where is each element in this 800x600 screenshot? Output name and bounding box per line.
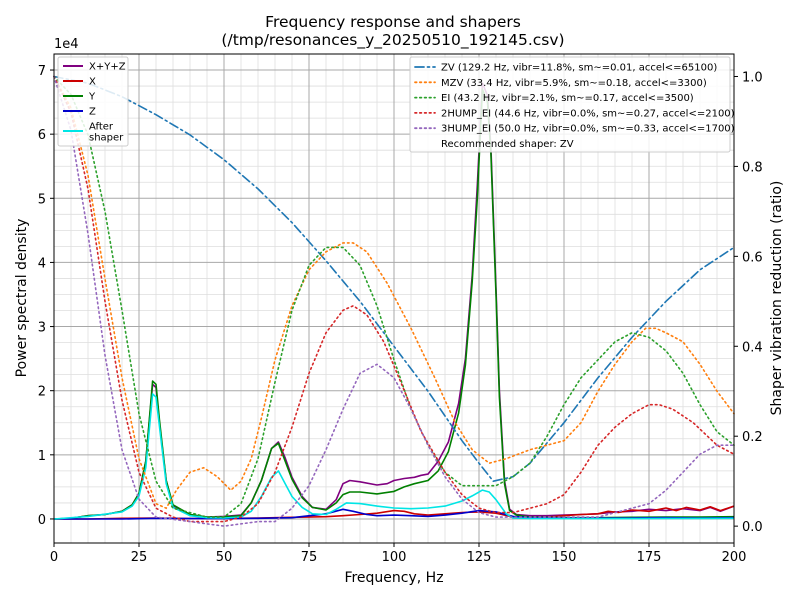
psd-legend-label: Z bbox=[89, 107, 96, 118]
psd-legend-label: X bbox=[89, 77, 96, 88]
psd-legend-label: shaper bbox=[89, 133, 124, 144]
shaper-series-line bbox=[53, 75, 735, 510]
psd-series-line bbox=[53, 88, 735, 520]
shaper-series-line bbox=[53, 75, 735, 518]
shaper-legend-label: ZV (129.2 Hz, vibr=11.8%, sm~=0.01, acce… bbox=[441, 63, 717, 74]
y-tick-label: 6 bbox=[38, 128, 46, 143]
recommended-shaper-note: Recommended shaper: ZV bbox=[441, 139, 574, 150]
chart-subtitle: (/tmp/resonances_y_20250510_192145.csv) bbox=[221, 31, 564, 50]
x-tick-label: 75 bbox=[301, 550, 318, 565]
x-tick-label: 125 bbox=[467, 550, 492, 565]
x-tick-label: 100 bbox=[382, 550, 407, 565]
shaper-legend-box bbox=[409, 56, 731, 153]
chart-title: Frequency response and shapers bbox=[265, 13, 521, 31]
y2-tick-label: 0.6 bbox=[742, 250, 763, 265]
x-tick-label: 25 bbox=[131, 550, 148, 565]
x-tick-label: 150 bbox=[552, 550, 577, 565]
shaper-series-line bbox=[53, 75, 735, 483]
shaper-series-line bbox=[53, 75, 735, 527]
psd-legend-box bbox=[57, 56, 129, 147]
y2-tick-label: 0.8 bbox=[742, 160, 763, 175]
shaper-legend: ZV (129.2 Hz, vibr=11.8%, sm~=0.01, acce… bbox=[409, 56, 735, 153]
x-tick-label: 175 bbox=[637, 550, 662, 565]
y-tick-label: 5 bbox=[38, 192, 46, 207]
plot-area bbox=[53, 75, 735, 527]
axes: 0 25 50 75 100 125 150 175 200 0 1 2 3 4 5 6 7 0.0 0.2 0.4 0… bbox=[38, 64, 763, 565]
x-tick-label: 200 bbox=[722, 550, 747, 565]
psd-legend-label: X+Y+Z bbox=[89, 62, 126, 73]
y-tick-label: 0 bbox=[38, 513, 46, 528]
psd-legend-label: Y bbox=[88, 92, 96, 103]
x-tick-label: 50 bbox=[216, 550, 233, 565]
shaper-legend-label: 3HUMP_EI (50.0 Hz, vibr=0.0%, sm~=0.33, … bbox=[441, 124, 735, 135]
y2-axis-label: Shaper vibration reduction (ratio) bbox=[769, 181, 785, 416]
y-tick-label: 1 bbox=[38, 449, 46, 464]
x-tick-label: 0 bbox=[50, 550, 58, 565]
shaper-legend-label: MZV (33.4 Hz, vibr=5.9%, sm~=0.18, accel… bbox=[441, 78, 707, 89]
y-axis-label: Power spectral density bbox=[14, 219, 30, 378]
shaper-legend-label: EI (43.2 Hz, vibr=2.1%, sm~=0.17, accel<… bbox=[441, 93, 694, 104]
y-tick-label: 3 bbox=[38, 321, 46, 336]
psd-legend-label: After bbox=[89, 122, 114, 133]
x-axis-label: Frequency, Hz bbox=[344, 570, 443, 586]
y-tick-label: 7 bbox=[38, 64, 46, 79]
y-tick-label: 4 bbox=[38, 256, 46, 271]
y-tick-label: 2 bbox=[38, 385, 46, 400]
y-offset-label: 1e4 bbox=[54, 37, 79, 52]
y2-tick-label: 0.0 bbox=[742, 520, 763, 535]
shaper-series-line bbox=[53, 75, 735, 523]
shaper-legend-label: 2HUMP_EI (44.6 Hz, vibr=0.0%, sm~=0.27, … bbox=[441, 108, 735, 119]
psd-series-line bbox=[53, 393, 735, 520]
y2-tick-label: 1.0 bbox=[742, 70, 763, 85]
y2-tick-label: 0.2 bbox=[742, 430, 763, 445]
y2-tick-label: 0.4 bbox=[742, 340, 763, 355]
